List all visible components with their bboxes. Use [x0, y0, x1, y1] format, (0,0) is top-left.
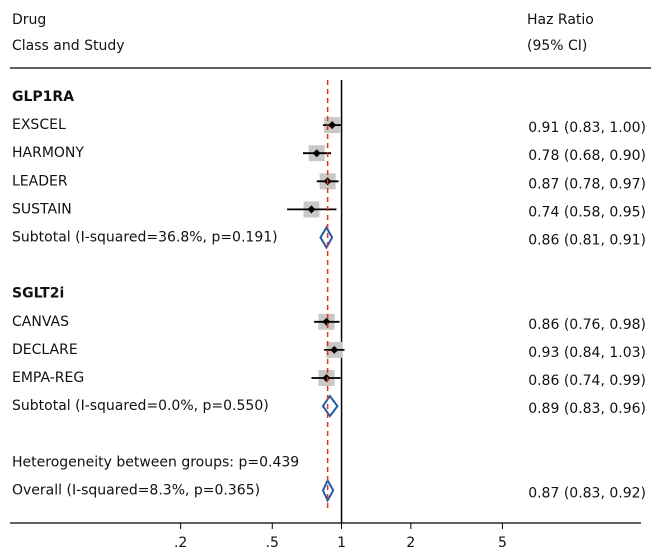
ci-label: 0.87 (0.78, 0.97) [528, 176, 646, 192]
group-label: SGLT2i [12, 286, 64, 302]
ci-label: 0.86 (0.76, 0.98) [528, 317, 646, 333]
x-tick-label: .5 [266, 535, 279, 551]
ci-label: 0.89 (0.83, 0.96) [528, 401, 646, 417]
row-label: LEADER [12, 173, 68, 189]
point [330, 345, 339, 354]
point [322, 374, 331, 382]
row-label: DECLARE [12, 342, 78, 358]
effect-header: Haz Ratio [527, 12, 594, 28]
row-label: SUSTAIN [12, 201, 72, 217]
ci-label: 0.93 (0.84, 1.03) [528, 345, 646, 361]
x-tick-label: 2 [406, 535, 415, 551]
diamond [321, 478, 335, 503]
group-label: GLP1RA [12, 89, 74, 105]
point [322, 317, 331, 326]
row-label: Subtotal (I-squared=0.0%, p=0.550) [12, 398, 269, 414]
diamond [321, 394, 339, 418]
effect-header: (95% CI) [527, 38, 587, 54]
x-tick-label: .2 [174, 535, 187, 551]
point [312, 149, 321, 158]
x-tick-label: 1 [337, 535, 346, 551]
x-tick-label: 5 [498, 535, 507, 551]
row-label: Heterogeneity between groups: p=0.439 [12, 454, 299, 470]
row-label: CANVAS [12, 314, 69, 330]
ci-label: 0.74 (0.58, 0.95) [528, 204, 646, 220]
diamond [319, 225, 334, 250]
ci-label: 0.86 (0.81, 0.91) [528, 233, 646, 249]
point [307, 205, 316, 214]
ci-label: 0.87 (0.83, 0.92) [528, 485, 646, 501]
point [328, 121, 337, 130]
row-label: EMPA-REG [12, 370, 84, 386]
row-label: EXSCEL [12, 117, 66, 133]
row-label: HARMONY [12, 145, 84, 161]
ci-label: 0.91 (0.83, 1.00) [528, 120, 646, 136]
row-label: Subtotal (I-squared=36.8%, p=0.191) [12, 230, 278, 246]
study-header: Class and Study [12, 38, 125, 54]
row-label: Overall (I-squared=8.3%, p=0.365) [12, 482, 260, 498]
ci-label: 0.86 (0.74, 0.99) [528, 373, 646, 389]
ci-label: 0.78 (0.68, 0.90) [528, 148, 646, 164]
study-header: Drug [12, 12, 46, 28]
